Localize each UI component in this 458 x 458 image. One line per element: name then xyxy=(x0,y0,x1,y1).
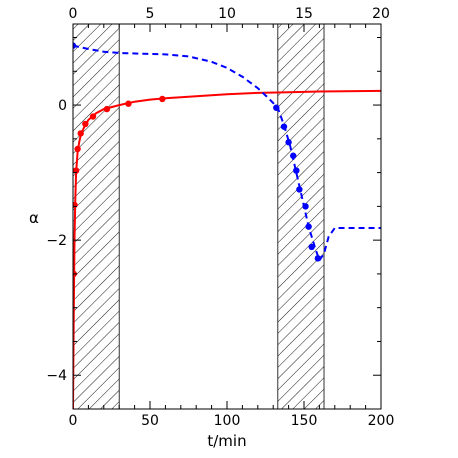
series-1-point-2 xyxy=(280,123,288,130)
x-tick-label-4: 200 xyxy=(368,413,395,429)
y-tick-label-2: 0 xyxy=(58,98,67,114)
series-1-point-3 xyxy=(285,139,292,146)
hatched-region-0 xyxy=(73,24,120,409)
series-0-point-9 xyxy=(159,95,166,103)
top-tick-label-3: 15 xyxy=(295,6,313,22)
series-0-point-3 xyxy=(74,145,81,153)
series-1-point-4 xyxy=(290,152,297,159)
x-tick-label-2: 100 xyxy=(214,413,241,429)
x-axis-label: t/min xyxy=(207,432,246,450)
series-0-point-1 xyxy=(73,201,78,209)
top-tick-label-1: 5 xyxy=(146,6,155,22)
x-tick-label-3: 150 xyxy=(291,413,318,429)
tick-labels: 0 50 100 150 200 0 5 10 15 20 −4 −2 0 xyxy=(46,6,394,429)
series-layer xyxy=(73,42,381,409)
y-tick-label-0: −4 xyxy=(46,368,67,384)
series-1-point-5 xyxy=(293,167,300,174)
hatched-regions xyxy=(72,24,325,409)
top-tick-label-0: 0 xyxy=(69,6,78,22)
series-0-point-8 xyxy=(125,100,132,107)
series-1-point-0 xyxy=(73,42,77,49)
y-axis-label: α xyxy=(29,209,39,227)
series-1-point-9 xyxy=(308,243,315,251)
y-tick-label-1: −2 xyxy=(46,233,67,249)
series-1-point-6 xyxy=(296,186,303,193)
series-0-point-5 xyxy=(82,120,89,128)
top-tick-label-4: 20 xyxy=(372,6,390,22)
top-tick-label-2: 10 xyxy=(218,6,236,22)
series-1-point-10 xyxy=(314,255,322,262)
hatched-region-1 xyxy=(277,24,325,409)
series-1-point-7 xyxy=(302,203,309,210)
axis-ticks xyxy=(72,24,382,410)
x-tick-label-1: 50 xyxy=(141,413,159,429)
x-tick-label-0: 0 xyxy=(69,413,78,429)
series-0-point-7 xyxy=(103,105,111,113)
series-0-line xyxy=(73,89,381,409)
series-0-point-6 xyxy=(89,113,97,120)
series-1-point-8 xyxy=(305,223,312,230)
series-0-point-4 xyxy=(77,130,84,137)
series-1-point-1 xyxy=(273,104,280,111)
